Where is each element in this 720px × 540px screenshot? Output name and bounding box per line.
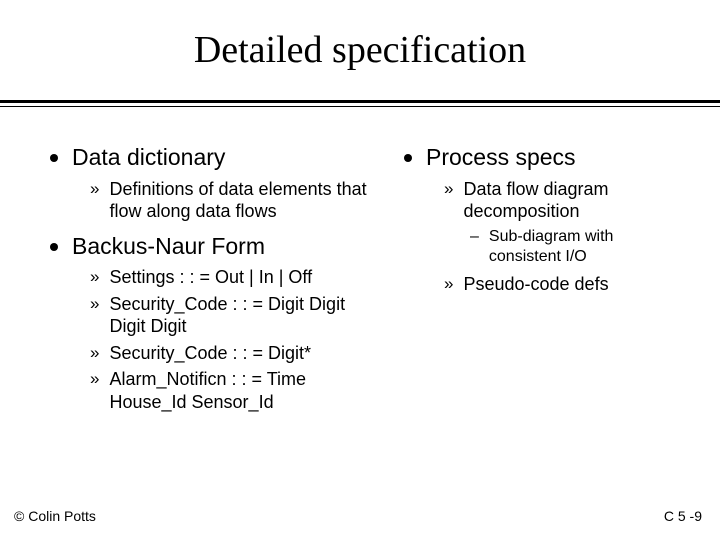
arrow-icon: »	[444, 273, 453, 294]
bullet-l1: Backus-Naur Form	[50, 233, 380, 261]
bullet-l2: » Alarm_Notificn : : = Time House_Id Sen…	[90, 368, 380, 413]
bullet-l1: Data dictionary	[50, 144, 380, 172]
bullet-l2: » Definitions of data elements that flow…	[90, 178, 380, 223]
bullet-block: Backus-Naur Form » Settings : : = Out | …	[50, 233, 380, 414]
disc-icon	[404, 154, 412, 162]
disc-icon	[50, 154, 58, 162]
footer-page-number: C 5 -9	[664, 508, 702, 524]
arrow-icon: »	[444, 178, 453, 199]
arrow-icon: »	[90, 266, 99, 287]
arrow-icon: »	[90, 178, 99, 199]
bullet-l2-text: Security_Code : : = Digit Digit Digit Di…	[109, 293, 380, 338]
left-column: Data dictionary » Definitions of data el…	[50, 140, 380, 423]
bullet-l2-text: Alarm_Notificn : : = Time House_Id Senso…	[109, 368, 380, 413]
bullet-l2: » Security_Code : : = Digit*	[90, 342, 380, 365]
bullet-l3-text: Sub-diagram with consistent I/O	[489, 227, 674, 267]
sub-group: » Definitions of data elements that flow…	[90, 178, 380, 223]
bullet-l2: » Pseudo-code defs	[444, 273, 674, 296]
bullet-block: Data dictionary » Definitions of data el…	[50, 144, 380, 223]
bullet-l2-text: Data flow diagram decomposition	[463, 178, 674, 223]
bullet-l2-text: Security_Code : : = Digit*	[109, 342, 311, 365]
bullet-l2: » Data flow diagram decomposition	[444, 178, 674, 223]
bullet-l1-text: Backus-Naur Form	[72, 233, 265, 261]
right-column: Process specs » Data flow diagram decomp…	[404, 140, 674, 423]
slide-body: Data dictionary » Definitions of data el…	[50, 140, 680, 423]
bullet-l2-text: Definitions of data elements that flow a…	[109, 178, 380, 223]
divider-thick	[0, 100, 720, 103]
sub-group: » Data flow diagram decomposition – Sub-…	[444, 178, 674, 296]
arrow-icon: »	[90, 368, 99, 389]
arrow-icon: »	[90, 342, 99, 363]
arrow-icon: »	[90, 293, 99, 314]
bullet-l1-text: Process specs	[426, 144, 576, 172]
bullet-block: Process specs » Data flow diagram decomp…	[404, 144, 674, 295]
divider-thin	[0, 106, 720, 107]
bullet-l1-text: Data dictionary	[72, 144, 225, 172]
dash-icon: –	[470, 227, 479, 247]
bullet-l1: Process specs	[404, 144, 674, 172]
disc-icon	[50, 243, 58, 251]
footer-copyright: © Colin Potts	[14, 508, 96, 524]
slide-title: Detailed specification	[0, 0, 720, 72]
bullet-l2-text: Settings : : = Out | In | Off	[109, 266, 312, 289]
bullet-l2: » Settings : : = Out | In | Off	[90, 266, 380, 289]
bullet-l2-text: Pseudo-code defs	[463, 273, 608, 296]
subsub-group: – Sub-diagram with consistent I/O	[470, 227, 674, 267]
bullet-l3: – Sub-diagram with consistent I/O	[470, 227, 674, 267]
slide: Detailed specification Data dictionary »…	[0, 0, 720, 540]
sub-group: » Settings : : = Out | In | Off » Securi…	[90, 266, 380, 413]
bullet-l2: » Security_Code : : = Digit Digit Digit …	[90, 293, 380, 338]
